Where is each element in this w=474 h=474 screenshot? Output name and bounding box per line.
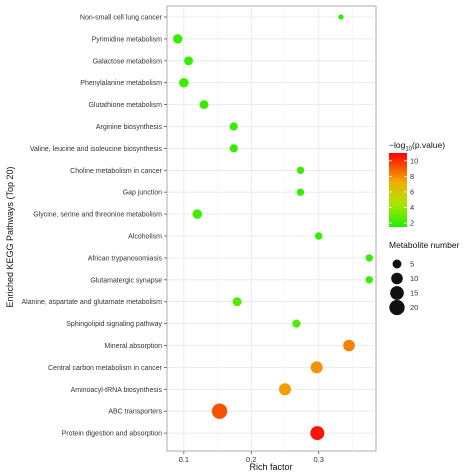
- size-legend-label: 10: [410, 274, 418, 283]
- pathway-label: Mineral absorption: [104, 343, 162, 350]
- data-point: [296, 188, 305, 196]
- data-point: [229, 122, 238, 131]
- color-tick-label: 8: [410, 172, 414, 181]
- pathway-label: Protein digestion and absorption: [62, 431, 163, 438]
- data-point: [173, 34, 183, 44]
- data-point: [365, 276, 373, 284]
- data-point: [292, 319, 301, 328]
- data-point: [232, 297, 242, 307]
- grid-lines: [164, 6, 376, 454]
- data-point: [310, 426, 325, 441]
- color-tick-label: 4: [410, 203, 414, 212]
- size-legend-dot: [391, 272, 403, 285]
- y-axis-title: Enriched KEGG Pathways (Top 20): [5, 166, 15, 307]
- x-tick-label: 0.2: [246, 455, 256, 464]
- data-point: [296, 166, 305, 175]
- pathway-label: Gap junction: [123, 190, 162, 197]
- size-legend-label: 5: [410, 260, 414, 269]
- color-legend-title: −log10(p.value): [389, 140, 445, 153]
- data-point: [229, 144, 238, 153]
- size-legend-dot: [392, 259, 402, 269]
- data-point: [310, 361, 323, 374]
- pathway-label: Glutathione metabolism: [88, 102, 162, 109]
- pathway-label: Alanine, aspartate and glutamate metabol…: [22, 299, 163, 306]
- data-points: [173, 14, 373, 441]
- size-legend-dot: [390, 286, 404, 300]
- color-tick-label: 6: [410, 188, 414, 197]
- data-point: [343, 339, 355, 352]
- size-legend-dot: [389, 299, 405, 316]
- color-legend: −log10(p.value) 2 4 6 8 10: [389, 140, 445, 228]
- color-tick-label: 10: [410, 156, 418, 165]
- pathway-label: Glycine, serine and threonine metabolism: [33, 212, 162, 219]
- pathway-label: Pyrimidine metabolism: [92, 36, 163, 43]
- pathway-label: Galactose metabolism: [93, 58, 162, 65]
- pathway-label: Alcoholism: [128, 234, 162, 241]
- color-legend-bar: [389, 153, 407, 227]
- x-axis-title: Rich factor: [249, 462, 292, 472]
- x-tick-labels: 0.1 0.2 0.3: [179, 455, 324, 464]
- size-legend-items: 5 10 15 20: [389, 259, 418, 316]
- pathway-label: Aminoacyl-tRNA biosynthesis: [71, 387, 163, 394]
- data-point: [278, 383, 291, 396]
- data-point: [184, 56, 194, 66]
- data-point: [365, 254, 373, 262]
- plot-panel: [166, 5, 377, 452]
- pathway-label: Choline metabolism in cancer: [70, 168, 162, 175]
- data-point: [199, 100, 209, 110]
- pathway-label: ABC transporters: [108, 409, 162, 416]
- pathway-label: Valine, leucine and isoleucine biosynthe…: [30, 146, 163, 153]
- pathway-labels: Non-small cell lung cancer Pyrimidine met…: [22, 15, 163, 438]
- size-legend-label: 20: [410, 303, 418, 312]
- x-tick-label: 0.1: [179, 455, 189, 464]
- color-legend-ticks: 2 4 6 8 10: [389, 156, 418, 228]
- pathway-label: Phenylalanine metabolism: [80, 80, 162, 87]
- color-tick-label: 2: [410, 219, 414, 228]
- pathway-label: Central carbon metabolism in cancer: [48, 365, 163, 372]
- pathway-label: African trypanosomiasis: [88, 255, 163, 262]
- pathway-label: Non-small cell lung cancer: [80, 15, 163, 22]
- y-axis-title-text: Enriched KEGG Pathways (Top 20): [5, 166, 15, 307]
- pathway-label: Glutamatergic synapse: [90, 277, 162, 284]
- data-point: [338, 14, 344, 20]
- size-legend-title: Metabolite number: [389, 240, 460, 250]
- pathway-label: Sphingolipid signaling pathway: [66, 321, 162, 328]
- size-legend: Metabolite number 5 10 15 20: [389, 240, 460, 316]
- size-legend-label: 15: [410, 289, 418, 298]
- pathway-label: Arginine biosynthesis: [96, 124, 163, 131]
- data-point: [314, 232, 323, 240]
- data-point: [192, 209, 203, 219]
- data-point: [179, 77, 189, 88]
- data-point: [211, 403, 228, 419]
- x-tick-label: 0.3: [313, 455, 323, 464]
